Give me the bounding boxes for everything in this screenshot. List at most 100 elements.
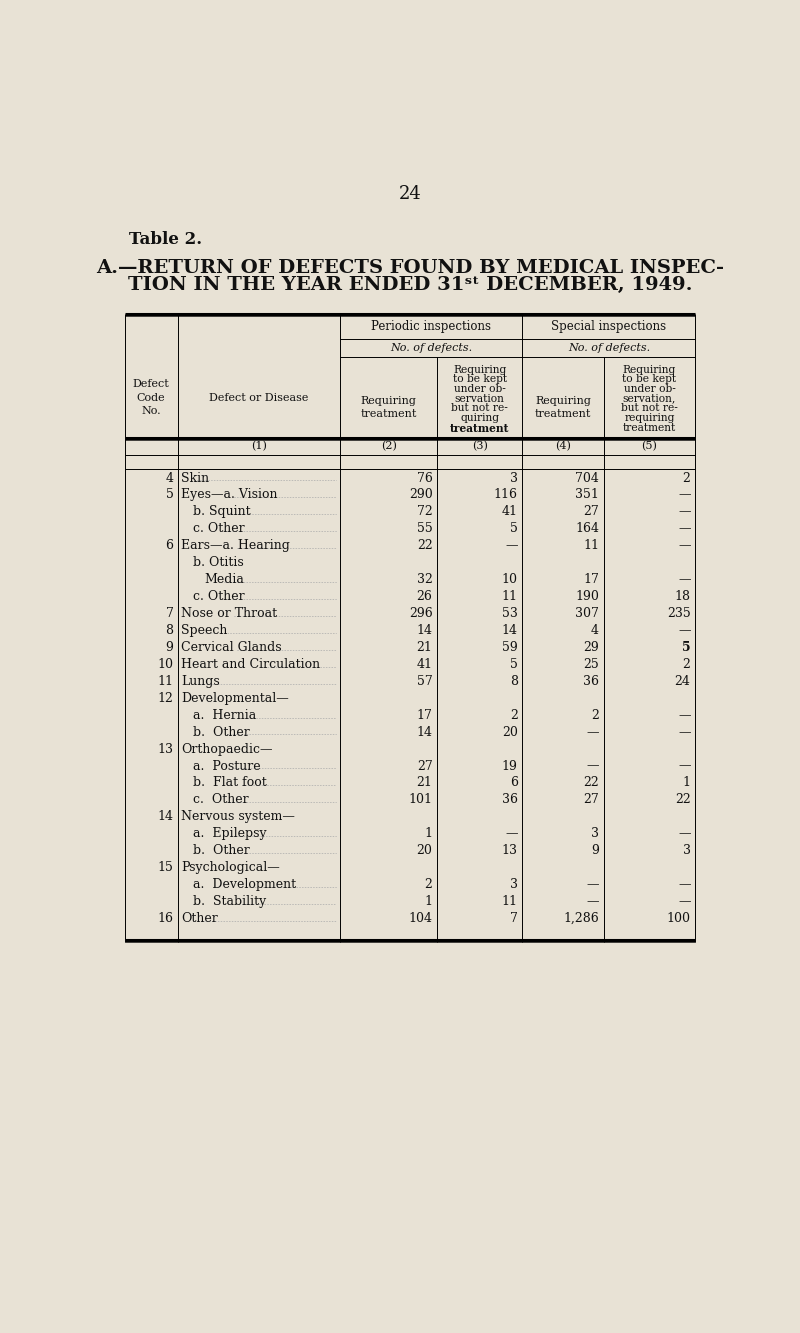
Text: 351: 351: [575, 488, 599, 501]
Text: 72: 72: [417, 505, 433, 519]
Text: 20: 20: [502, 725, 518, 738]
Text: Skin: Skin: [182, 472, 210, 485]
Text: 22: 22: [675, 793, 690, 806]
Text: 9: 9: [166, 641, 174, 655]
Text: 2: 2: [510, 709, 518, 721]
Text: under ob-: under ob-: [454, 384, 506, 395]
Text: 6: 6: [510, 776, 518, 789]
Text: —: —: [586, 878, 599, 890]
Text: 14: 14: [417, 624, 433, 637]
Text: 17: 17: [417, 709, 433, 721]
Text: 13: 13: [158, 742, 174, 756]
Text: 307: 307: [575, 607, 599, 620]
Text: a.  Development: a. Development: [193, 878, 296, 890]
Text: 3: 3: [510, 472, 518, 485]
Text: Eyes—a. Vision: Eyes—a. Vision: [182, 488, 278, 501]
Text: 17: 17: [583, 573, 599, 587]
Text: Defect
Code
No.: Defect Code No.: [133, 380, 170, 416]
Text: 1: 1: [682, 776, 690, 789]
Text: —: —: [586, 760, 599, 773]
Text: 11: 11: [502, 894, 518, 908]
Text: —: —: [678, 709, 690, 721]
Text: Cervical Glands: Cervical Glands: [182, 641, 282, 655]
Text: 100: 100: [666, 912, 690, 925]
Text: Lungs: Lungs: [182, 674, 220, 688]
Text: No. of defects.: No. of defects.: [568, 343, 650, 353]
Text: Orthopaedic—: Orthopaedic—: [182, 742, 273, 756]
Text: 14: 14: [502, 624, 518, 637]
Text: 24: 24: [674, 674, 690, 688]
Text: treatment: treatment: [450, 423, 510, 433]
Text: 53: 53: [502, 607, 518, 620]
Text: 8: 8: [510, 674, 518, 688]
Text: 14: 14: [417, 725, 433, 738]
Text: 41: 41: [502, 505, 518, 519]
Text: —: —: [506, 828, 518, 840]
Text: 22: 22: [583, 776, 599, 789]
Text: 55: 55: [417, 523, 433, 536]
Text: 25: 25: [583, 659, 599, 670]
Text: but not re-: but not re-: [621, 404, 678, 413]
Text: —: —: [678, 540, 690, 552]
Text: treatment: treatment: [623, 423, 676, 432]
Text: Requiring: Requiring: [453, 365, 506, 375]
Text: 13: 13: [502, 844, 518, 857]
Text: 116: 116: [494, 488, 518, 501]
Text: a.  Epilepsy: a. Epilepsy: [193, 828, 266, 840]
Text: 6: 6: [166, 540, 174, 552]
Text: 2: 2: [425, 878, 433, 890]
Text: Nose or Throat: Nose or Throat: [182, 607, 278, 620]
Text: 16: 16: [158, 912, 174, 925]
Text: 15: 15: [158, 861, 174, 874]
Text: 104: 104: [409, 912, 433, 925]
Text: Requiring
treatment: Requiring treatment: [535, 396, 591, 419]
Text: Table 2.: Table 2.: [130, 231, 202, 248]
Text: 36: 36: [502, 793, 518, 806]
Text: 164: 164: [575, 523, 599, 536]
Text: 24: 24: [398, 185, 422, 203]
Text: to be kept: to be kept: [453, 375, 507, 384]
Text: 29: 29: [583, 641, 599, 655]
Text: under ob-: under ob-: [623, 384, 675, 395]
Text: 1,286: 1,286: [563, 912, 599, 925]
Text: 59: 59: [502, 641, 518, 655]
Text: 4: 4: [591, 624, 599, 637]
Text: b.  Other: b. Other: [193, 725, 250, 738]
Text: b. Otitis: b. Otitis: [193, 556, 244, 569]
Text: 7: 7: [166, 607, 174, 620]
Text: —: —: [678, 760, 690, 773]
Text: —: —: [586, 725, 599, 738]
Text: servation: servation: [455, 393, 505, 404]
Text: 5: 5: [510, 659, 518, 670]
Text: 190: 190: [575, 591, 599, 603]
Text: 18: 18: [674, 591, 690, 603]
Text: 10: 10: [502, 573, 518, 587]
Text: 21: 21: [417, 776, 433, 789]
Text: 8: 8: [166, 624, 174, 637]
Text: Requiring
treatment: Requiring treatment: [361, 396, 417, 419]
Text: 3: 3: [591, 828, 599, 840]
Text: 3: 3: [510, 878, 518, 890]
Text: 14: 14: [158, 810, 174, 824]
Text: Psychological—: Psychological—: [182, 861, 280, 874]
Text: Media: Media: [205, 573, 245, 587]
Text: c. Other: c. Other: [193, 523, 245, 536]
Text: (5): (5): [642, 441, 658, 452]
Text: b. Squint: b. Squint: [193, 505, 250, 519]
Text: (1): (1): [251, 441, 267, 452]
Text: 1: 1: [425, 894, 433, 908]
Text: Nervous system—: Nervous system—: [182, 810, 295, 824]
Text: (2): (2): [381, 441, 397, 452]
Text: Heart and Circulation: Heart and Circulation: [182, 659, 321, 670]
Text: b.  Stability: b. Stability: [193, 894, 266, 908]
Text: a.  Posture: a. Posture: [193, 760, 261, 773]
Text: (4): (4): [555, 441, 571, 452]
Text: 12: 12: [158, 692, 174, 705]
Text: 9: 9: [591, 844, 599, 857]
Text: a.  Hernia: a. Hernia: [193, 709, 256, 721]
Text: requiring: requiring: [624, 413, 674, 423]
Text: quiring: quiring: [460, 413, 499, 423]
Text: 5: 5: [510, 523, 518, 536]
Text: 1: 1: [425, 828, 433, 840]
Text: c.  Other: c. Other: [193, 793, 249, 806]
